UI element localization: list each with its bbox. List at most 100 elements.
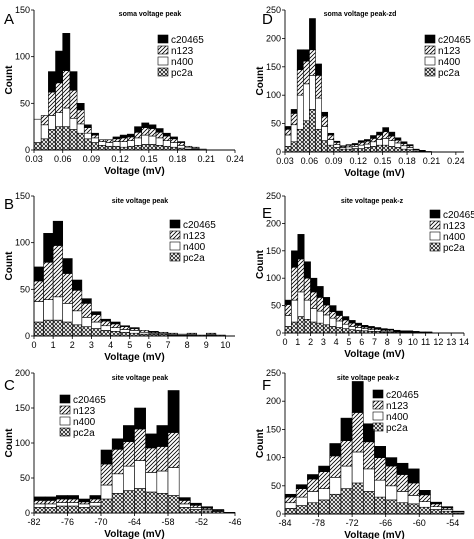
bar-c20465 [119, 325, 131, 327]
legend-swatch-pc2a [424, 67, 436, 77]
x-tick-label: 0.21 [198, 154, 216, 164]
bar-c20465 [123, 425, 135, 442]
bar-n123 [364, 140, 371, 145]
x-tick-label: 1 [51, 340, 56, 350]
y-tick-label: 150 [266, 62, 281, 72]
bar-n123 [303, 60, 310, 85]
bar-c20465 [307, 474, 319, 480]
bar-n400 [52, 296, 64, 321]
bar-n400 [394, 142, 402, 148]
bar-c20465 [112, 136, 121, 140]
bar-pc2a [340, 488, 353, 515]
bar-c20465 [329, 305, 337, 312]
bar-n400 [342, 323, 350, 329]
y-tick-label: 250 [266, 191, 281, 201]
bars [33, 390, 236, 514]
bar-n123 [394, 139, 402, 144]
bar-n400 [388, 140, 396, 147]
bar-c20465 [376, 131, 383, 136]
bar-n123 [382, 131, 390, 139]
legend-label: n400 [171, 57, 194, 68]
y-axis-label: Count [4, 428, 15, 458]
x-tick-label: 0.18 [398, 156, 416, 166]
bar-pc2a [309, 109, 316, 153]
bar-pc2a [162, 145, 171, 151]
bar-pc2a [315, 128, 322, 153]
bar-n400 [307, 491, 319, 504]
legend-label: n123 [386, 401, 409, 412]
bar-n123 [91, 134, 99, 139]
bar-pc2a [33, 321, 44, 337]
legend-swatch-n400 [59, 416, 71, 426]
bar-n123 [323, 304, 331, 316]
bar-pc2a [327, 144, 335, 153]
bar-c20465 [315, 63, 322, 76]
bar-pc2a [62, 126, 71, 151]
bar-c20465 [303, 49, 310, 62]
panel-title: site voltage peak-z [341, 198, 404, 205]
legend-label: pc2a [443, 243, 465, 254]
bar-c20465 [119, 134, 128, 139]
x-axis-label: Voltage (mV) [344, 349, 404, 360]
bar-n123 [296, 69, 304, 96]
bar-n123 [141, 127, 150, 136]
legend-swatch-pc2a [169, 252, 181, 262]
bar-n400 [48, 115, 56, 130]
bar-n123 [167, 332, 178, 335]
bar-n400 [425, 331, 433, 333]
x-tick-label: 10 [408, 337, 418, 347]
bar-n400 [162, 140, 171, 147]
legend-swatch-n123 [429, 220, 441, 230]
bar-n123 [91, 314, 102, 323]
bar-n123 [374, 457, 386, 481]
bar-n123 [167, 432, 180, 468]
bar-pc2a [52, 319, 64, 337]
y-tick-label: 0 [276, 147, 281, 157]
bars [33, 33, 207, 151]
x-tick-label: 0.21 [423, 156, 441, 166]
x-tick-label: -52 [195, 517, 208, 527]
bar-pc2a [376, 144, 383, 153]
x-tick-label: 0.15 [374, 156, 392, 166]
bar-c20465 [370, 135, 377, 139]
bar-n123 [335, 315, 343, 322]
legend-swatch-n400 [157, 56, 169, 66]
bar-pc2a [307, 502, 319, 515]
x-tick-label: 4 [334, 337, 339, 347]
bar-n400 [364, 143, 371, 148]
bar-n400 [81, 317, 92, 327]
bar-pc2a [167, 495, 180, 514]
bars [284, 18, 432, 153]
bar-n400 [69, 117, 78, 130]
bar-n123 [297, 258, 305, 293]
x-tick-label: 0.06 [301, 156, 319, 166]
legend-swatch-n400 [169, 241, 181, 251]
legend-label: n123 [73, 406, 96, 417]
bar-n123 [329, 455, 342, 478]
bar-c20465 [355, 322, 363, 326]
bar-c20465 [284, 493, 297, 498]
bar-pc2a [127, 145, 135, 151]
bar-n400 [290, 124, 298, 143]
bar-c20465 [345, 144, 353, 146]
y-tick-label: 50 [20, 98, 30, 108]
legend-label: pc2a [73, 428, 95, 439]
bar-n123 [284, 496, 297, 504]
bar-n400 [329, 477, 342, 495]
bar-n400 [430, 506, 442, 510]
bar-n400 [134, 460, 146, 489]
bar-n400 [385, 485, 398, 501]
bar-n123 [342, 319, 350, 325]
panel-letter: F [262, 377, 271, 394]
bar-c20465 [155, 128, 164, 133]
bar-c20465 [145, 433, 158, 449]
bar-n400 [297, 291, 305, 317]
bar-pc2a [91, 142, 99, 151]
bar-n400 [318, 488, 331, 501]
bar-c20465 [44, 496, 57, 501]
bar-pc2a [119, 331, 131, 337]
x-tick-label: 0.24 [447, 156, 465, 166]
bar-pc2a [44, 507, 57, 514]
bar-pc2a [382, 144, 390, 153]
bar-c20465 [148, 124, 157, 129]
